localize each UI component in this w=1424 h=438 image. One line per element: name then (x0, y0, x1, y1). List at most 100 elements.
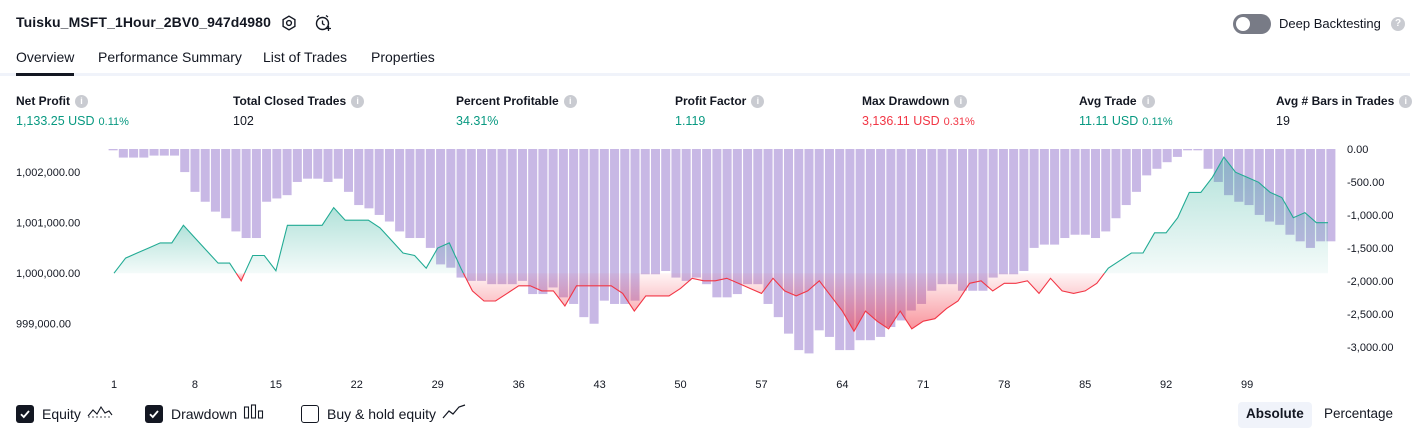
info-icon[interactable]: i (1141, 94, 1155, 108)
legend-equity[interactable]: Equity (16, 403, 113, 425)
legend-buy-hold-equity[interactable]: Buy & hold equity (301, 403, 466, 425)
drawdown-bar (139, 149, 149, 158)
drawdown-bar (323, 149, 333, 182)
drawdown-bar (1152, 149, 1162, 169)
drawdown-bar (190, 149, 200, 192)
absolute-button[interactable]: Absolute (1238, 402, 1312, 428)
drawdown-bar (906, 149, 916, 311)
drawdown-bar (896, 149, 906, 321)
drawdown-bar (620, 149, 630, 304)
drawdown-bar (968, 149, 978, 291)
x-axis: 1 8 15 22 29 36 43 50 57 64 71 78 85 92 99 (111, 379, 1253, 391)
drawdown-bar (1162, 149, 1172, 163)
x-axis-tick: 50 (674, 379, 686, 391)
info-icon[interactable]: i (563, 94, 577, 108)
x-axis-tick: 71 (917, 379, 929, 391)
drawdown-bar (824, 149, 834, 337)
info-icon[interactable]: i (751, 94, 765, 108)
metric-label: Avg # Bars in Trades (1276, 94, 1395, 108)
tab-overview[interactable]: Overview (16, 49, 75, 76)
drawdown-bar (1009, 149, 1019, 275)
info-icon[interactable]: i (75, 94, 88, 108)
drawdown-bar (129, 149, 139, 158)
drawdown-bar (241, 149, 251, 239)
drawdown-bar (640, 149, 650, 275)
drawdown-bar (1193, 149, 1203, 151)
deep-backtesting-toggle[interactable] (1233, 14, 1271, 34)
drawdown-bar (262, 149, 272, 202)
x-axis-tick: 99 (1241, 379, 1253, 391)
left-axis-tick: 1,000,000.00 (16, 268, 80, 280)
drawdown-bar (1316, 149, 1326, 242)
drawdown-bar (712, 149, 722, 298)
right-axis-tick: -2,500.00 (1347, 309, 1393, 321)
info-icon[interactable]: i (1399, 94, 1413, 108)
drawdown-bar (957, 149, 967, 291)
equity-checkbox[interactable] (16, 405, 34, 423)
report-tabs: Overview Performance Summary List of Tra… (0, 46, 1410, 76)
metric-max-drawdown: Max Drawdown i 3,136.11 USD 0.31% (862, 94, 975, 128)
drawdown-bar (1285, 149, 1295, 235)
drawdown-bar (1111, 149, 1121, 219)
drawdown-bar (1244, 149, 1254, 206)
equity-drawdown-chart[interactable]: 1,002,000.00 1,001,000.00 1,000,000.00 999,… (0, 140, 1424, 394)
drawdown-bar (630, 149, 640, 301)
drawdown-bar (681, 149, 691, 281)
drawdown-bar (732, 149, 742, 295)
drawdown-bar (927, 149, 937, 291)
drawdown-bar (364, 149, 374, 209)
add-alert-icon[interactable] (313, 13, 333, 33)
drawdown-bar (538, 149, 548, 295)
x-axis-tick: 15 (270, 379, 282, 391)
legend-drawdown[interactable]: Drawdown (145, 403, 265, 425)
equity-series (113, 156, 1328, 333)
drawdown-bar (1101, 149, 1111, 232)
drawdown-bar (548, 149, 558, 288)
right-axis: 0.00 -500.00 -1,000.00 -1,500.00 -2,000.00 -2… (1347, 144, 1393, 354)
left-axis: 1,002,000.00 1,001,000.00 1,000,000.00 999,… (16, 167, 80, 331)
drawdown-checkbox[interactable] (145, 405, 163, 423)
drawdown-bar (282, 149, 292, 196)
metric-percent: 0.11% (1142, 116, 1173, 128)
info-icon[interactable]: i (954, 94, 968, 108)
drawdown-bar (773, 149, 783, 318)
metric-value: 11.11 USD (1079, 114, 1139, 128)
strategy-title: Tuisku_MSFT_1Hour_2BV0_947d4980 (16, 14, 271, 30)
strategy-header: Tuisku_MSFT_1Hour_2BV0_947d4980 Deep Bac… (0, 0, 1424, 46)
drawdown-bar (292, 149, 302, 182)
drawdown-bar (947, 149, 957, 285)
metric-value: 19 (1276, 114, 1290, 128)
drawdown-bar (835, 149, 845, 351)
drawdown-bar (477, 149, 487, 281)
x-axis-tick: 64 (836, 379, 848, 391)
drawdown-bar (865, 149, 875, 341)
help-icon[interactable]: ? (1391, 17, 1405, 31)
legend-label: Buy & hold equity (327, 406, 436, 422)
left-axis-tick: 1,002,000.00 (16, 167, 80, 179)
drawdown-bar (917, 149, 927, 304)
drawdown-bar (1019, 149, 1029, 271)
drawdown-bar (743, 149, 753, 285)
drawdown-bar (108, 149, 118, 151)
drawdown-bar (1254, 149, 1264, 215)
equity-area-positive (244, 207, 464, 274)
drawdown-bar (1039, 149, 1049, 245)
tab-properties[interactable]: Properties (371, 49, 435, 65)
legend-label: Equity (42, 406, 81, 422)
drawdown-bar (415, 149, 425, 239)
drawdown-bar (784, 149, 794, 334)
drawdown-bar (599, 149, 609, 301)
tab-performance-summary[interactable]: Performance Summary (98, 49, 242, 65)
info-icon[interactable]: i (351, 94, 365, 108)
toggle-knob (1236, 17, 1250, 31)
buy-hold-checkbox[interactable] (301, 405, 319, 423)
right-axis-tick: 0.00 (1347, 144, 1368, 156)
x-axis-tick: 43 (593, 379, 605, 391)
drawdown-bar (149, 149, 159, 156)
drawdown-bar (1091, 149, 1101, 239)
tab-list-of-trades[interactable]: List of Trades (263, 49, 348, 65)
metric-label: Net Profit (16, 94, 70, 108)
drawdown-bar (988, 149, 998, 278)
percentage-button[interactable]: Percentage (1324, 406, 1394, 421)
settings-icon[interactable] (279, 13, 299, 33)
